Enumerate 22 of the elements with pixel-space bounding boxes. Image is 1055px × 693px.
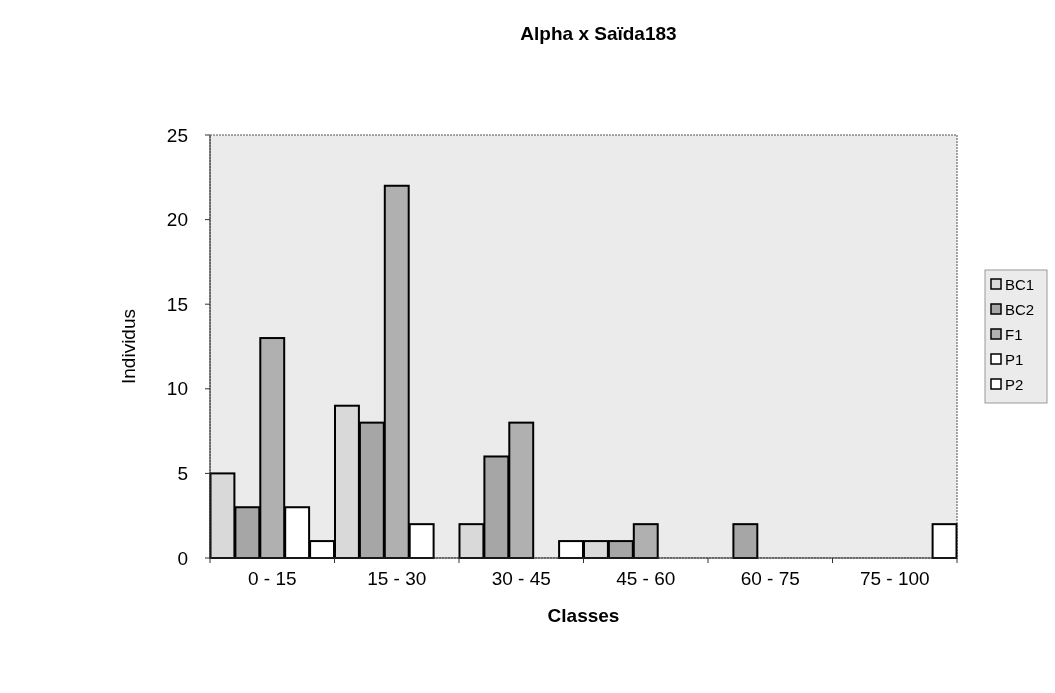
x-tick-label: 30 - 45 [491, 568, 551, 589]
legend-label: BC1 [1005, 276, 1035, 294]
y-tick-label: 0 [177, 547, 188, 569]
y-tick-label: 10 [166, 378, 188, 400]
x-tick-label: 45 - 60 [616, 568, 676, 589]
y-tick-label: 5 [177, 463, 188, 485]
legend-label: F1 [1005, 326, 1023, 344]
x-tick-label: 75 - 100 [859, 568, 930, 589]
legend-label: P2 [1005, 376, 1024, 394]
chart-title: Alpha x Saïda183 [520, 23, 677, 44]
x-tick-label: 0 - 15 [247, 568, 297, 589]
y-tick-label: 15 [166, 293, 188, 315]
legend-label: P1 [1005, 351, 1024, 369]
x-tick-label: 15 - 30 [367, 568, 427, 589]
bar [732, 523, 759, 559]
x-axis-title: Classes [547, 605, 620, 626]
bar [931, 523, 958, 559]
legend-label: BC2 [1005, 301, 1035, 319]
x-tick-label: 60 - 75 [740, 568, 800, 589]
y-axis-title: Individus [118, 309, 139, 384]
y-tick-label: 20 [166, 209, 188, 231]
y-tick-label: 25 [166, 124, 188, 146]
